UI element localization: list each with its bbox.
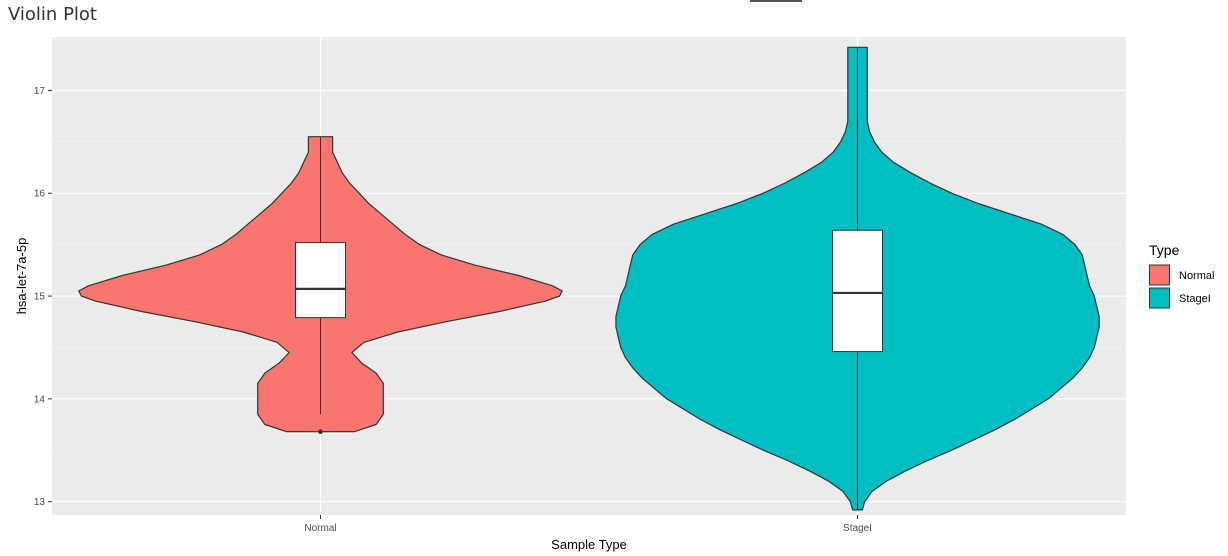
y-tick-label: 16: [34, 189, 46, 200]
legend: Type Normal StageI: [1149, 242, 1214, 309]
box-stagei: [832, 229, 883, 353]
top-tab-indicator: [750, 0, 802, 2]
legend-title: Type: [1149, 242, 1180, 258]
page-title: Violin Plot: [8, 4, 97, 25]
legend-label: Normal: [1179, 270, 1214, 282]
x-tick-label: StageI: [843, 523, 872, 534]
outlier-point: [318, 429, 323, 435]
legend-swatch: [1149, 264, 1170, 286]
axes: 13 14 15 16 17 Normal StageI: [34, 86, 872, 534]
x-axis-title: Sample Type: [551, 537, 627, 552]
y-tick-label: 17: [34, 86, 46, 97]
legend-label: StageI: [1179, 293, 1211, 305]
y-tick-label: 15: [34, 292, 46, 303]
box-normal: [295, 242, 346, 319]
y-tick-label: 13: [34, 497, 46, 508]
violins: [78, 46, 1100, 511]
legend-swatch: [1149, 287, 1170, 309]
y-tick-label: 14: [34, 394, 46, 405]
y-axis-title: hsa-let-7a-5p: [14, 238, 29, 315]
x-tick-label: Normal: [304, 523, 336, 534]
